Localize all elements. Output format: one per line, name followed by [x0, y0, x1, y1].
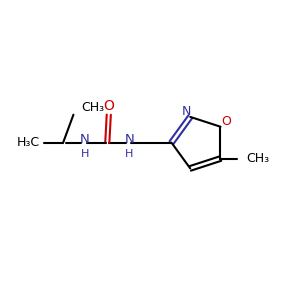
Text: N: N — [80, 133, 90, 146]
Text: H: H — [81, 149, 89, 159]
Text: H₃C: H₃C — [16, 136, 40, 149]
Text: O: O — [221, 115, 231, 128]
Text: CH₃: CH₃ — [81, 101, 104, 114]
Text: CH₃: CH₃ — [246, 152, 269, 165]
Text: N: N — [124, 133, 134, 146]
Text: O: O — [103, 99, 114, 113]
Text: N: N — [182, 105, 191, 118]
Text: H: H — [125, 149, 134, 159]
